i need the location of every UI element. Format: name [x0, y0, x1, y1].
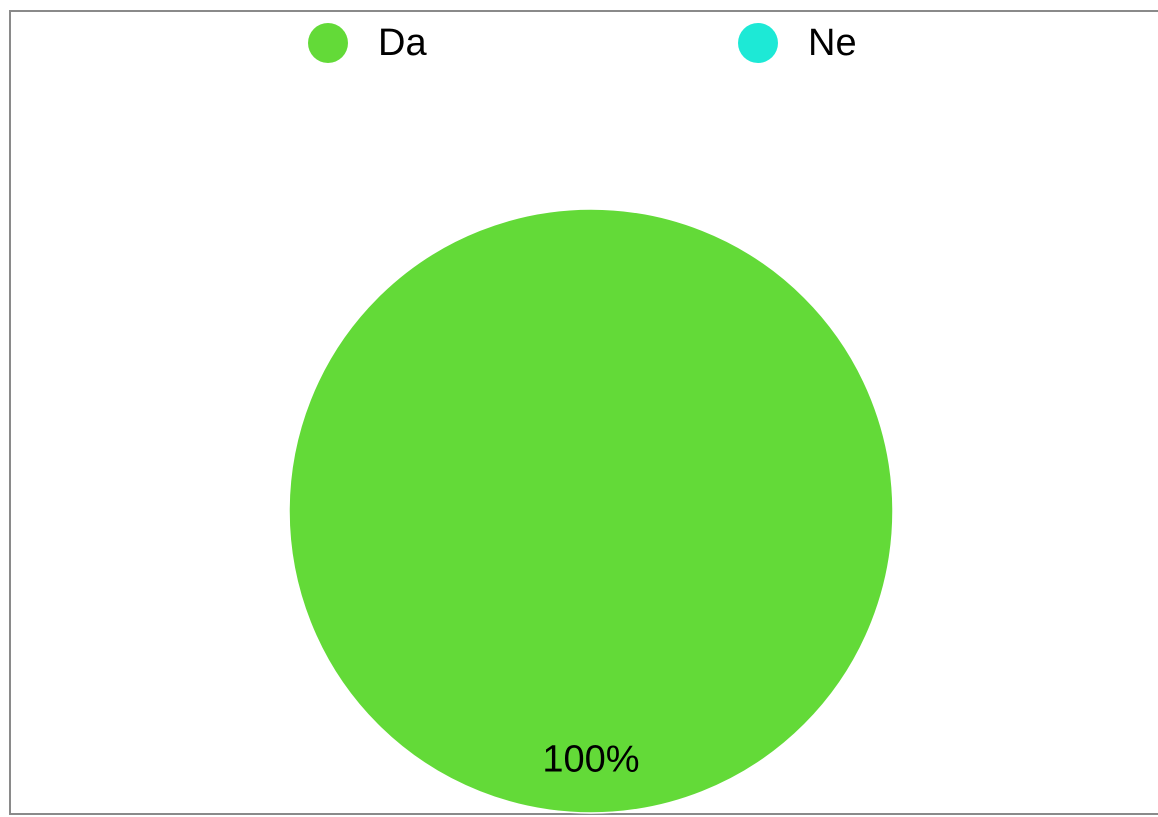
- legend-label-da: Da: [378, 22, 427, 64]
- legend-label-ne: Ne: [808, 22, 857, 64]
- legend-swatch-ne: [738, 23, 778, 63]
- legend-item-da[interactable]: Da: [308, 18, 427, 68]
- legend-item-ne[interactable]: Ne: [738, 18, 857, 68]
- pie-slice-da[interactable]: [288, 208, 894, 814]
- data-label-da: 100%: [542, 739, 639, 781]
- chart-legend: Da Ne: [0, 18, 1158, 68]
- chart-frame: [9, 10, 1158, 815]
- legend-swatch-da: [308, 23, 348, 63]
